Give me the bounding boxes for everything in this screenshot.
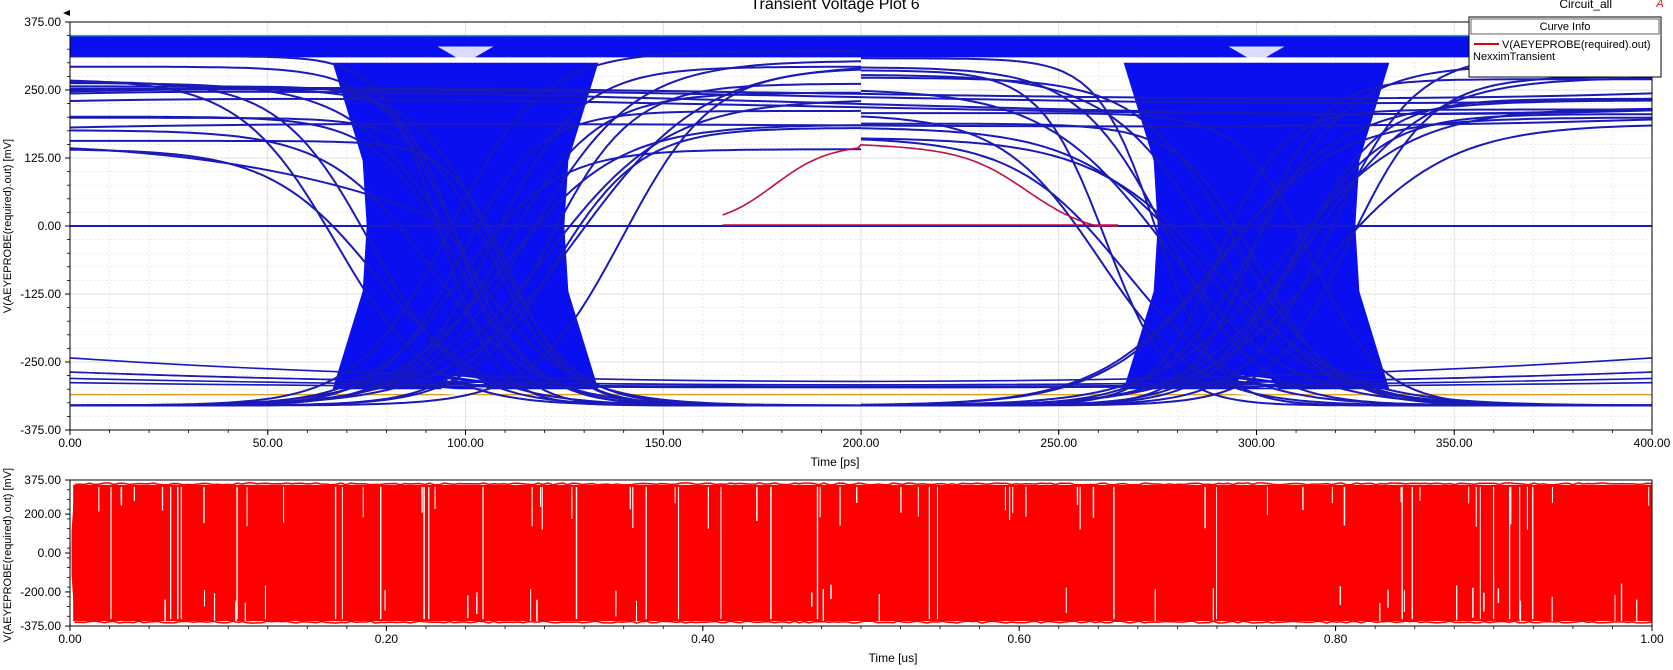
brand-icon: A bbox=[1655, 0, 1663, 10]
eye-falling-trace bbox=[1652, 85, 1673, 405]
eye-x-tick-label: 350.00 bbox=[1436, 436, 1473, 450]
eye-highlight-trace bbox=[722, 143, 1119, 227]
eye-x-tick-label: 400.00 bbox=[1634, 436, 1671, 450]
eye-falling-trace bbox=[1651, 50, 1652, 52]
waveform-x-tick-label: 0.40 bbox=[691, 632, 715, 646]
eye-y-tick-label: 125.00 bbox=[24, 151, 61, 165]
eye-x-tick-label: 50.00 bbox=[253, 436, 283, 450]
eye-y-tick-label: -125.00 bbox=[20, 287, 61, 301]
legend-title: Curve Info bbox=[1540, 21, 1591, 33]
eye-x-tick-label: 200.00 bbox=[843, 436, 880, 450]
waveform-y-tick-label: 200.00 bbox=[24, 507, 61, 521]
waveform-x-tick-label: 0.80 bbox=[1324, 632, 1348, 646]
eye-x-tick-label: 150.00 bbox=[645, 436, 682, 450]
eye-high-rail-band bbox=[70, 35, 1652, 58]
eye-rising-trace bbox=[860, 116, 1652, 406]
waveform-y-tick-label: -375.00 bbox=[20, 619, 61, 633]
eye-settling-trace-low bbox=[70, 381, 1652, 389]
eye-falling-trace bbox=[1652, 120, 1673, 405]
waveform-y-tick-label: -200.00 bbox=[20, 585, 61, 599]
plot-title: Transient Voltage Plot 6 bbox=[750, 0, 919, 13]
eye-settling-trace-low bbox=[70, 377, 1652, 388]
waveform-x-tick-label: 1.00 bbox=[1640, 632, 1664, 646]
waveform-y-tick-label: 375.00 bbox=[24, 473, 61, 487]
eye-settling-trace-low bbox=[70, 357, 1652, 383]
eye-falling-trace bbox=[1651, 98, 1652, 100]
eye-rising-trace bbox=[1652, 56, 1673, 405]
eye-x-tick-label: 100.00 bbox=[447, 436, 484, 450]
eye-rising-trace bbox=[1652, 146, 1673, 406]
eye-settling-trace bbox=[70, 88, 1652, 105]
eye-crossing-notch-top bbox=[1228, 46, 1285, 63]
eye-x-tick-label: 250.00 bbox=[1040, 436, 1077, 450]
eye-rising-trace bbox=[1652, 48, 1673, 406]
waveform-axes: 0.00 0.20 0.40 0.60 0.80 1.00 375.00 200.00 0.00… bbox=[20, 473, 1664, 646]
eye-falling-trace bbox=[861, 57, 1652, 407]
eye-falling-trace bbox=[1652, 84, 1673, 406]
eye-crossing-notch-top bbox=[437, 46, 494, 63]
eye-partial-trace bbox=[70, 147, 427, 217]
eye-x-axis-label: Time [ps] bbox=[811, 455, 860, 469]
eye-falling-trace bbox=[1651, 124, 1652, 126]
waveform-traces bbox=[70, 482, 1652, 626]
eye-settling-trace bbox=[70, 90, 1652, 116]
eye-falling-trace bbox=[1651, 96, 1652, 98]
eye-rising-trace bbox=[1651, 404, 1652, 406]
waveform-x-axis-label: Time [us] bbox=[869, 651, 918, 665]
curve-info-legend[interactable]: Curve Info V(AEYEPROBE(required).out) Ne… bbox=[1468, 16, 1662, 78]
eye-falling-trace bbox=[70, 82, 861, 407]
eye-y-tick-label: 375.00 bbox=[24, 15, 61, 29]
waveform-y-axis-label: V(AEYEPROBE(required).out) [mV] bbox=[2, 468, 14, 642]
eye-falling-trace bbox=[1651, 129, 1652, 131]
eye-y-tick-label: 250.00 bbox=[24, 83, 61, 97]
eye-settling-trace bbox=[70, 118, 1652, 129]
eye-rising-trace bbox=[1652, 69, 1673, 405]
eye-rising-trace bbox=[1652, 99, 1673, 406]
waveform-startup bbox=[70, 484, 75, 622]
collapse-arrow-icon[interactable] bbox=[63, 10, 70, 16]
eye-y-tick-label: 0.00 bbox=[38, 219, 62, 233]
eye-y-tick-label: -250.00 bbox=[20, 355, 61, 369]
waveform-x-tick-label: 0.60 bbox=[1008, 632, 1032, 646]
eye-falling-trace bbox=[1652, 119, 1673, 405]
design-name: Circuit_all bbox=[1559, 0, 1612, 11]
eye-falling-trace bbox=[1652, 64, 1673, 405]
eye-rising-trace bbox=[1652, 53, 1673, 406]
eye-rising-trace bbox=[70, 109, 862, 407]
eye-falling-trace bbox=[1652, 81, 1673, 406]
eye-y-tick-label: -375.00 bbox=[20, 423, 61, 437]
legend-entry-label: V(AEYEPROBE(required).out) bbox=[1502, 39, 1651, 51]
waveform-x-tick-label: 0.00 bbox=[58, 632, 82, 646]
eye-rising-trace bbox=[1652, 138, 1673, 405]
eye-y-axis-label: V(AEYEPROBE(required).out) [mV] bbox=[2, 139, 14, 313]
waveform-x-tick-label: 0.20 bbox=[375, 632, 399, 646]
eye-axes: 0.00 50.00 100.00 150.00 200.00 250.00 300.00 3… bbox=[20, 15, 1670, 450]
waveform-y-tick-label: 0.00 bbox=[38, 546, 62, 560]
eye-diagram-traces bbox=[70, 34, 1673, 407]
waveform-band bbox=[73, 484, 1652, 622]
waveform-bottom-edge bbox=[74, 620, 1652, 624]
waveform-top-edge bbox=[74, 482, 1652, 486]
eye-falling-trace bbox=[70, 115, 861, 407]
eye-rising-trace bbox=[1651, 403, 1652, 405]
eye-settling-trace bbox=[70, 87, 1652, 100]
eye-settling-trace-low bbox=[70, 371, 1652, 386]
legend-entry-sub: NexximTransient bbox=[1473, 51, 1555, 63]
eye-falling-trace bbox=[1652, 117, 1673, 406]
eye-rising-trace bbox=[1652, 138, 1673, 406]
eye-x-tick-label: 0.00 bbox=[58, 436, 82, 450]
eye-x-tick-label: 300.00 bbox=[1238, 436, 1275, 450]
eye-rising-trace bbox=[1652, 78, 1673, 406]
eye-rising-trace bbox=[1652, 127, 1673, 406]
